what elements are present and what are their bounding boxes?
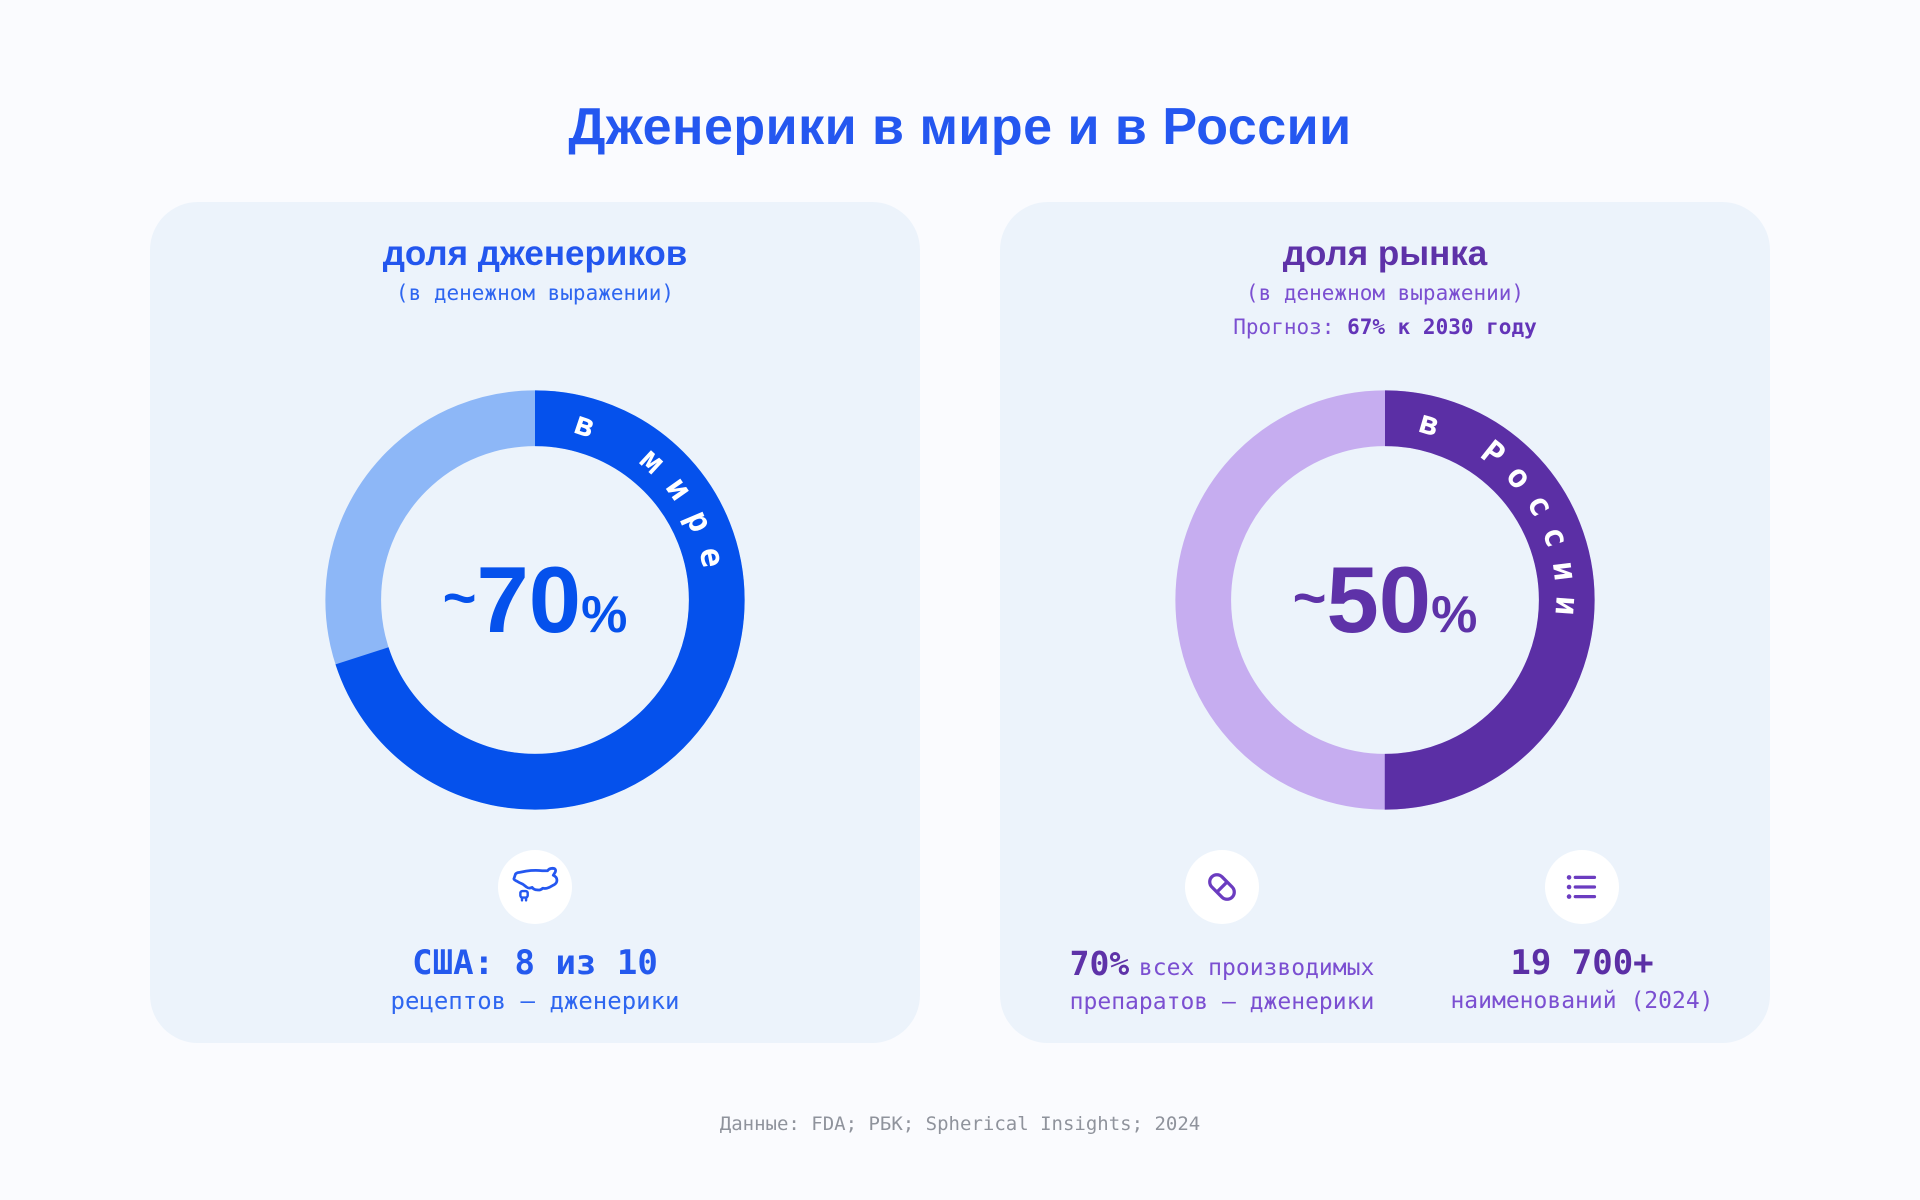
donut-world-svg: в мире — [325, 390, 745, 810]
usa-stat-line1: США: 8 из 10 — [412, 943, 658, 983]
tilde-sign: ~ — [1292, 566, 1327, 631]
donut-world-slice-generics — [325, 390, 745, 810]
usa-icon-circle — [498, 850, 572, 924]
pill-stat-column: 70% всех производимых препаратов — джене… — [1052, 202, 1392, 1043]
list-stat-line1: 19 700+ — [1510, 943, 1654, 983]
card-russia: доля рынка (в денежном выражении) Прогно… — [1000, 202, 1770, 1043]
card-world: доля дженериков (в денежном выражении) в… — [150, 202, 920, 1043]
card-world-title: доля дженериков — [382, 234, 688, 273]
pill-stat-bold: 70% — [1069, 944, 1130, 983]
list-stat-line2: наименований (2024) — [1450, 988, 1714, 1014]
value-number: 50 — [1326, 547, 1432, 652]
donut-russia: в России ~50% — [1170, 385, 1600, 815]
donut-russia-slice-generics — [1175, 390, 1595, 810]
tilde-sign: ~ — [442, 566, 477, 631]
card-russia-subtitle: (в денежном выражении) — [1245, 281, 1525, 305]
value-number: 70 — [476, 547, 582, 652]
donut-russia-svg: в России — [1175, 390, 1595, 810]
usa-map-icon — [512, 866, 559, 902]
pill-stat-line1: 70% всех производимых — [1042, 944, 1402, 983]
card-russia-title: доля рынка — [1282, 234, 1488, 273]
donut-world: в мире ~70% — [320, 385, 750, 815]
card-russia-forecast: Прогноз: 67% к 2030 году — [1000, 314, 1770, 340]
forecast-value: 67% к 2030 году — [1347, 315, 1537, 339]
list-stat-column: 19 700+ наименований (2024) — [1412, 202, 1752, 1043]
usa-stat: США: 8 из 10 рецептов — дженерики — [150, 944, 920, 1016]
usa-stat-line2: рецептов — дженерики — [390, 987, 680, 1015]
list-stat-text: 19 700+ наименований (2024) — [1402, 944, 1762, 1016]
donut-russia-center-value: ~50% — [1170, 553, 1600, 675]
donut-world-center-value: ~70% — [320, 553, 750, 675]
pill-stat-rest: всех производимых — [1138, 955, 1375, 981]
list-icon-circle — [1545, 850, 1619, 924]
card-world-subtitle: (в денежном выражении) — [395, 281, 675, 305]
data-sources-footer: Данные: FDA; РБК; Spherical Insights; 20… — [719, 1113, 1201, 1135]
pill-stat-text: 70% всех производимых препаратов — джене… — [1042, 944, 1402, 1017]
list-icon — [1566, 875, 1597, 899]
percent-sign: % — [581, 586, 628, 644]
percent-sign: % — [1431, 586, 1478, 644]
pill-stat-line2: препаратов — дженерики — [1069, 989, 1375, 1015]
pill-icon — [1208, 873, 1236, 901]
pill-icon-circle — [1185, 850, 1259, 924]
forecast-label: Прогноз: — [1233, 315, 1335, 339]
page-title: Дженерики в мире и в России — [568, 97, 1352, 156]
